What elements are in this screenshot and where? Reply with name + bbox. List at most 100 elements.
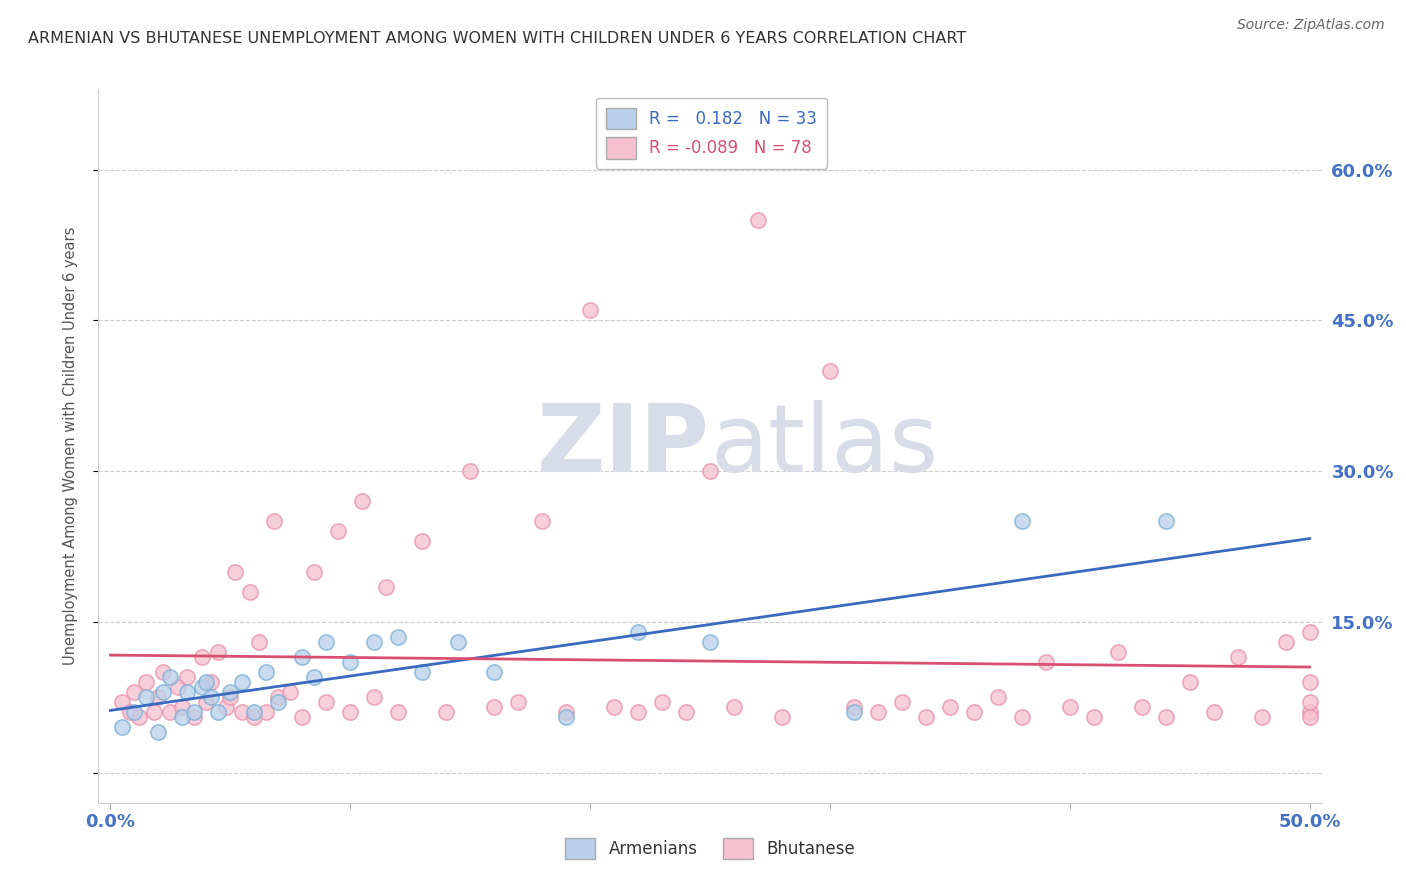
- Text: Source: ZipAtlas.com: Source: ZipAtlas.com: [1237, 18, 1385, 32]
- Point: [963, 706, 986, 720]
- Point: [224, 565, 246, 579]
- Point: [111, 695, 134, 709]
- Point: [411, 665, 433, 680]
- Point: [482, 665, 505, 680]
- Point: [135, 690, 157, 705]
- Point: [1274, 635, 1296, 649]
- Point: [890, 695, 912, 709]
- Point: [1011, 710, 1033, 724]
- Point: [842, 706, 865, 720]
- Point: [214, 700, 236, 714]
- Point: [1178, 675, 1201, 690]
- Point: [267, 695, 290, 709]
- Point: [190, 680, 212, 694]
- Point: [219, 690, 242, 705]
- Point: [200, 675, 222, 690]
- Point: [183, 710, 205, 724]
- Point: [190, 650, 212, 665]
- Point: [987, 690, 1010, 705]
- Point: [866, 706, 889, 720]
- Point: [531, 515, 554, 529]
- Point: [159, 706, 181, 720]
- Point: [651, 695, 673, 709]
- Point: [363, 690, 385, 705]
- Point: [243, 706, 266, 720]
- Point: [1298, 706, 1320, 720]
- Point: [135, 675, 157, 690]
- Point: [243, 710, 266, 724]
- Point: [263, 515, 285, 529]
- Point: [315, 635, 337, 649]
- Point: [166, 680, 188, 694]
- Point: [142, 706, 165, 720]
- Point: [747, 212, 769, 227]
- Point: [699, 635, 721, 649]
- Point: [387, 630, 409, 644]
- Point: [699, 464, 721, 478]
- Point: [195, 695, 218, 709]
- Point: [411, 534, 433, 549]
- Point: [124, 706, 146, 720]
- Point: [254, 665, 277, 680]
- Point: [148, 725, 170, 739]
- Point: [723, 700, 745, 714]
- Point: [339, 655, 361, 669]
- Point: [291, 650, 314, 665]
- Point: [172, 710, 194, 724]
- Point: [818, 363, 841, 377]
- Point: [1298, 624, 1320, 639]
- Point: [339, 706, 361, 720]
- Point: [434, 706, 457, 720]
- Legend: Armenians, Bhutanese: Armenians, Bhutanese: [558, 831, 862, 866]
- Text: ARMENIAN VS BHUTANESE UNEMPLOYMENT AMONG WOMEN WITH CHILDREN UNDER 6 YEARS CORRE: ARMENIAN VS BHUTANESE UNEMPLOYMENT AMONG…: [28, 31, 966, 46]
- Point: [1226, 650, 1249, 665]
- Point: [148, 690, 170, 705]
- Point: [375, 580, 398, 594]
- Point: [447, 635, 470, 649]
- Point: [315, 695, 337, 709]
- Point: [387, 706, 409, 720]
- Point: [152, 665, 174, 680]
- Point: [1154, 710, 1177, 724]
- Point: [238, 584, 260, 599]
- Point: [1298, 675, 1320, 690]
- Point: [278, 685, 301, 699]
- Point: [172, 700, 194, 714]
- Point: [482, 700, 505, 714]
- Point: [1083, 710, 1105, 724]
- Point: [118, 706, 141, 720]
- Point: [1130, 700, 1153, 714]
- Point: [1154, 515, 1177, 529]
- Point: [939, 700, 962, 714]
- Point: [579, 303, 602, 318]
- Point: [111, 720, 134, 734]
- Point: [328, 524, 350, 539]
- Point: [304, 670, 326, 684]
- Point: [128, 710, 150, 724]
- Point: [124, 685, 146, 699]
- Point: [352, 494, 374, 508]
- Point: [508, 695, 530, 709]
- Point: [675, 706, 697, 720]
- Text: ZIP: ZIP: [537, 400, 710, 492]
- Point: [1035, 655, 1057, 669]
- Point: [207, 706, 229, 720]
- Point: [915, 710, 938, 724]
- Point: [1250, 710, 1272, 724]
- Point: [1202, 706, 1225, 720]
- Point: [176, 670, 198, 684]
- Point: [231, 675, 253, 690]
- Point: [159, 670, 181, 684]
- Point: [195, 675, 218, 690]
- Point: [231, 706, 253, 720]
- Point: [770, 710, 793, 724]
- Point: [254, 706, 277, 720]
- Point: [267, 690, 290, 705]
- Point: [1298, 710, 1320, 724]
- Point: [458, 464, 481, 478]
- Point: [555, 710, 578, 724]
- Point: [1011, 515, 1033, 529]
- Point: [555, 706, 578, 720]
- Point: [1059, 700, 1081, 714]
- Point: [627, 706, 650, 720]
